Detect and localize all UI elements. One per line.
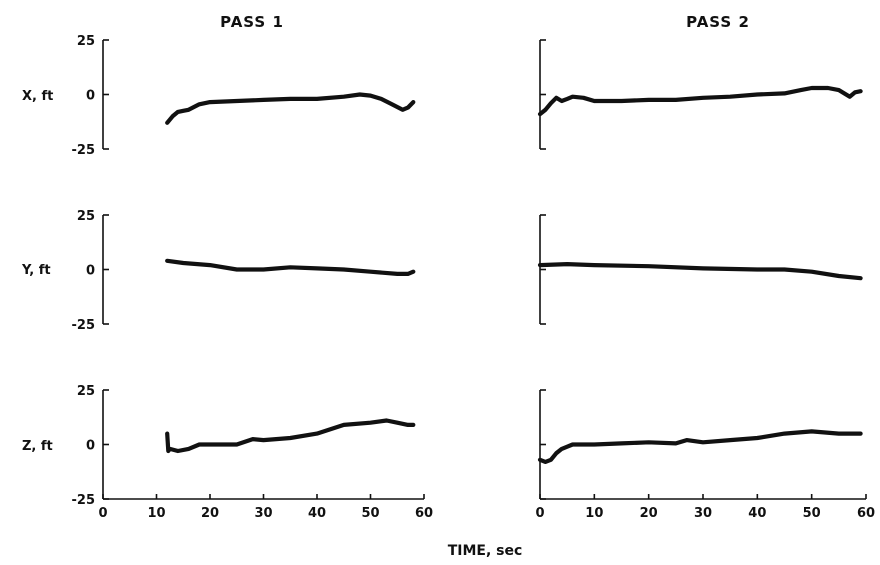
panel-z-pass-2-x-tick-label: 10	[585, 506, 603, 521]
panel-x-pass-1-y-tick-label: 0	[86, 89, 95, 104]
panel-z-pass-1-y-tick-label: 25	[77, 384, 95, 399]
panel-x-pass-1-y-tick-label: 25	[77, 34, 95, 49]
panel-z-pass-1-x-tick-label: 10	[147, 506, 165, 521]
panel-x-pass-2	[537, 39, 863, 150]
panel-y-pass-1-y-tick-label: 25	[77, 209, 95, 224]
panel-z-pass-1-y-tick-label: 0	[86, 439, 95, 454]
panel-z-pass-1-series-line	[165, 418, 416, 454]
panel-z-pass-1-x-tick-label: 30	[254, 506, 272, 521]
panel-z-pass-1-x-tick-label: 50	[361, 506, 379, 521]
row-label-x: X, ft	[22, 89, 53, 104]
panel-y-pass-1-series-line	[165, 258, 416, 276]
panel-z-pass-1-x-tick-label: 20	[201, 506, 219, 521]
x-axis-title: TIME, sec	[448, 543, 523, 559]
panel-z-pass-1-x-tick-label: 60	[415, 506, 433, 521]
panel-z-pass-1-x-tick-label: 40	[308, 506, 326, 521]
panel-z-pass-1: 250-250 10 20 30 40 50 60	[72, 384, 434, 521]
row-label-z: Z, ft	[22, 439, 53, 454]
panel-y-pass-2-series-line	[537, 262, 863, 281]
column-title-pass-1: PASS 1	[220, 13, 284, 31]
panel-z-pass-2-x-tick-label: 30	[694, 506, 712, 521]
panel-z-pass-2-x-tick-label: 20	[640, 506, 658, 521]
row-label-y: Y, ft	[21, 263, 51, 278]
panel-y-pass-1-y-tick-label: 0	[86, 264, 95, 279]
panel-z-pass-1-x-tick-label: 0	[98, 506, 107, 521]
panel-z-pass-2-x-tick-label: 60	[857, 506, 875, 521]
panel-z-pass-2: 0 10 20 30 40 50 60	[535, 389, 875, 521]
panel-z-pass-1-y-tick-label: -25	[72, 493, 96, 508]
panel-x-pass-1-y-tick-label: -25	[72, 143, 96, 158]
panel-x-pass-2-series-line	[537, 85, 863, 117]
panel-x-pass-1-series-line	[165, 92, 416, 125]
panel-z-pass-2-x-tick-label: 50	[803, 506, 821, 521]
column-title-pass-2: PASS 2	[686, 13, 750, 31]
panel-y-pass-1-y-tick-label: -25	[72, 318, 96, 333]
panel-z-pass-2-x-tick-label: 40	[748, 506, 766, 521]
panel-x-pass-1: 25 0 -25	[72, 34, 416, 158]
panel-y-pass-2	[537, 214, 863, 325]
panel-y-pass-1: 25 0 -25	[72, 209, 416, 333]
panel-z-pass-2-x-tick-label: 0	[535, 506, 544, 521]
panel-z-pass-2-series-line	[537, 429, 863, 464]
